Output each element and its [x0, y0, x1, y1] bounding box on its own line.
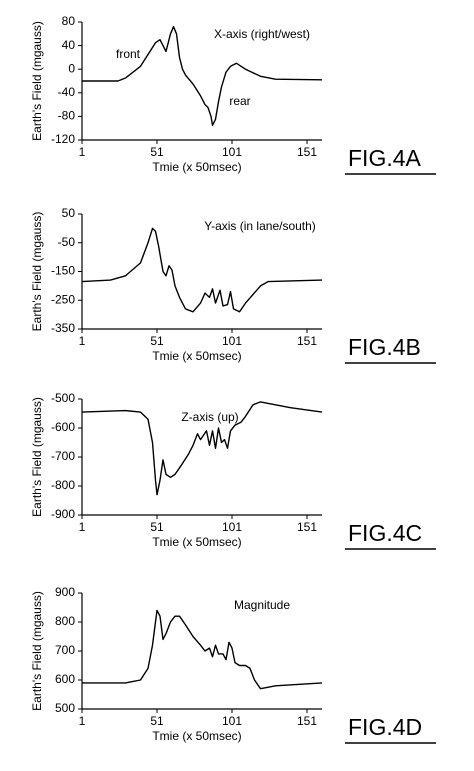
y-tick-label: 0	[68, 61, 75, 75]
y-tick-label: -900	[51, 507, 75, 521]
y-tick-label: 40	[62, 38, 76, 52]
x-axis-label: Tmie (x 50msec)	[152, 535, 241, 549]
plot-title: Magnitude	[234, 598, 290, 612]
y-tick-label: 900	[55, 585, 75, 599]
x-axis-label: Tmie (x 50msec)	[152, 729, 241, 743]
data-line	[81, 401, 323, 496]
y-tick-label: -250	[51, 292, 75, 306]
figure-label: FIG.4D	[348, 714, 422, 740]
y-tick-label: -80	[58, 109, 76, 123]
y-axis-label: Earth's Field (mgauss)	[30, 591, 44, 711]
y-tick-label: -120	[51, 132, 75, 146]
x-tick-label: 1	[79, 714, 86, 728]
y-tick-label: 500	[55, 701, 75, 715]
x-tick-label: 51	[150, 145, 164, 159]
annotation: rear	[229, 94, 250, 108]
data-line	[82, 609, 323, 690]
x-tick-label: 101	[222, 334, 242, 348]
y-tick-label: -600	[51, 420, 75, 434]
figure-label: FIG.4A	[348, 145, 422, 171]
x-tick-label: 101	[222, 714, 242, 728]
y-tick-label: -50	[58, 235, 76, 249]
x-tick-label: 151	[297, 714, 317, 728]
data-line	[81, 227, 323, 313]
x-tick-label: 151	[297, 520, 317, 534]
y-tick-label: -800	[51, 478, 75, 492]
y-tick-label: 600	[55, 672, 75, 686]
x-tick-label: 1	[79, 334, 86, 348]
data-line	[82, 26, 323, 126]
x-tick-label: 1	[79, 520, 86, 534]
x-axis-label: Tmie (x 50msec)	[152, 349, 241, 363]
figure-label: FIG.4C	[348, 520, 422, 546]
y-tick-label: -40	[58, 85, 76, 99]
y-tick-label: -150	[51, 264, 75, 278]
plot-title: Y-axis (in lane/south)	[204, 219, 316, 233]
x-tick-label: 51	[150, 520, 164, 534]
x-tick-label: 101	[222, 145, 242, 159]
y-axis-label: Earth's Field (mgauss)	[30, 397, 44, 517]
x-tick-label: 101	[222, 520, 242, 534]
x-tick-label: 1	[79, 145, 86, 159]
plot-title: X-axis (right/west)	[214, 27, 310, 41]
x-tick-label: 151	[297, 145, 317, 159]
y-tick-label: 700	[55, 643, 75, 657]
x-axis-label: Tmie (x 50msec)	[152, 160, 241, 174]
y-tick-label: 50	[62, 206, 76, 220]
y-tick-label: 800	[55, 614, 75, 628]
annotation: front	[116, 47, 141, 61]
x-tick-label: 51	[150, 714, 164, 728]
figure-label: FIG.4B	[348, 334, 421, 360]
plot-title: Z-axis (up)	[181, 410, 238, 424]
y-tick-label: 80	[62, 14, 76, 28]
y-axis-label: Earth's Field (mgauss)	[30, 212, 44, 332]
y-tick-label: -500	[51, 391, 75, 405]
y-tick-label: -350	[51, 321, 75, 335]
x-tick-label: 151	[297, 334, 317, 348]
x-tick-label: 51	[150, 334, 164, 348]
y-axis-label: Earth's Field (mgauss)	[30, 21, 44, 141]
y-tick-label: -700	[51, 449, 75, 463]
